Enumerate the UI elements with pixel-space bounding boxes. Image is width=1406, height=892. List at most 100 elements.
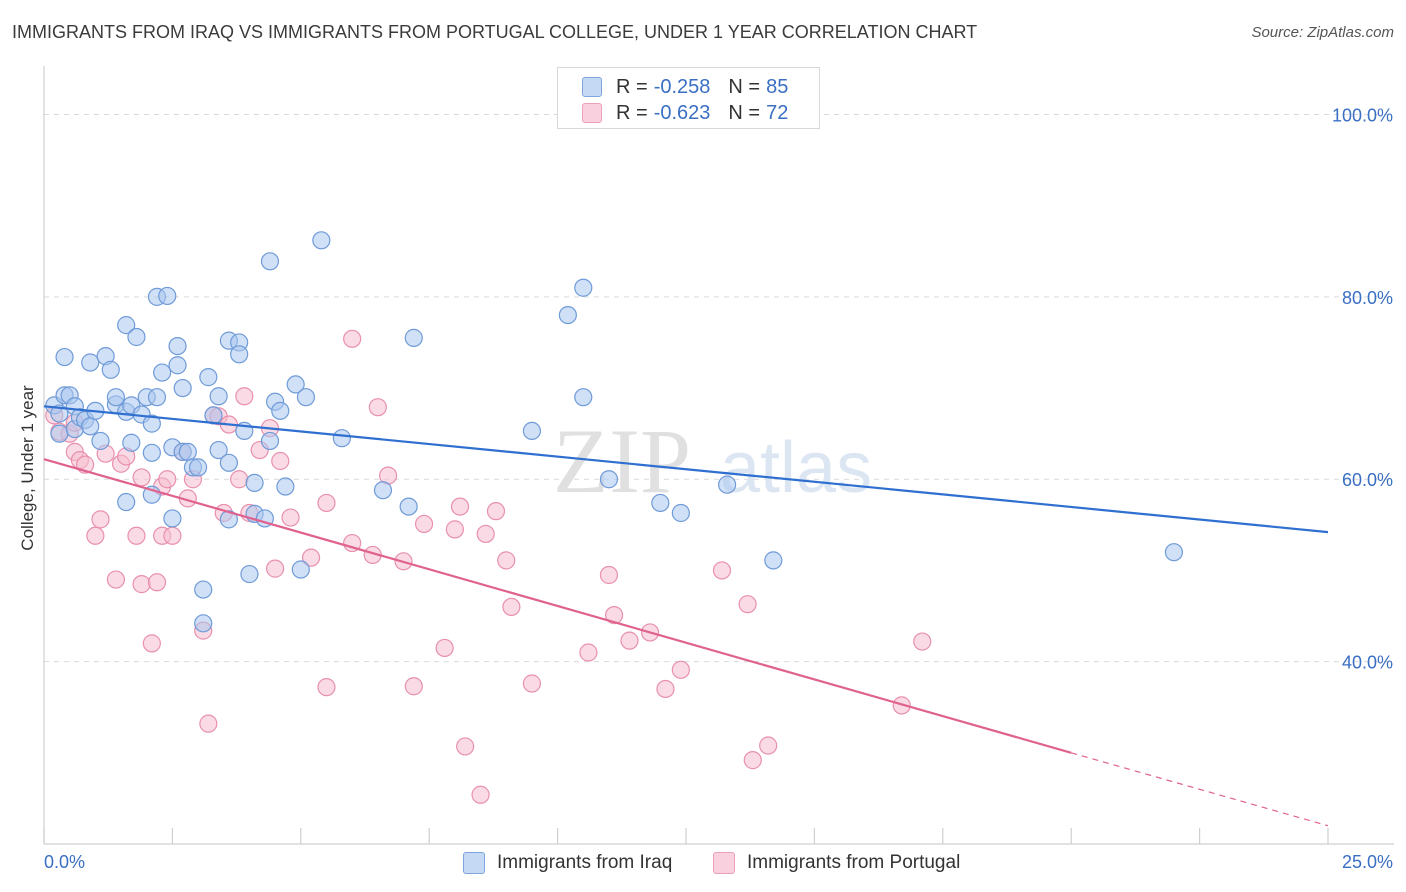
- iraq-point: [399, 497, 418, 516]
- portugal-point: [599, 565, 619, 585]
- n-label: N =: [728, 75, 761, 98]
- iraq-point: [117, 492, 136, 512]
- iraq-point: [209, 387, 228, 406]
- portugal-point: [271, 451, 290, 471]
- portugal-point: [712, 561, 732, 580]
- iraq-point: [219, 453, 238, 472]
- stats-row-portugal: R = -0.623 N = 72: [582, 101, 788, 125]
- r-value: -0.258: [653, 75, 711, 98]
- n-value: 85: [766, 75, 789, 98]
- series-legend: Immigrants from Iraq Immigrants from Por…: [0, 852, 1406, 878]
- iraq-point: [158, 286, 177, 306]
- portugal-point: [132, 468, 151, 487]
- stats-legend: R = -0.258 N = 85 R = -0.623 N = 72: [557, 67, 820, 129]
- iraq-point: [117, 316, 136, 335]
- iraq-point: [142, 443, 161, 462]
- portugal-point: [343, 533, 362, 553]
- iraq-point: [81, 353, 100, 372]
- portugal-point: [91, 510, 110, 529]
- portugal-point: [435, 638, 454, 658]
- iraq-point: [522, 421, 542, 441]
- axes: [43, 66, 1394, 845]
- iraq-point: [404, 328, 423, 347]
- portugal-point: [199, 714, 218, 733]
- portugal-swatch: [582, 103, 602, 123]
- stats-row-iraq: R = -0.258 N = 85: [582, 75, 788, 99]
- iraq-point: [296, 388, 316, 407]
- x-tick-label: 0.0%: [44, 852, 85, 872]
- portugal-point: [281, 508, 300, 527]
- iraq-point: [332, 429, 351, 448]
- iraq-point: [291, 560, 310, 579]
- iraq-point: [188, 458, 208, 477]
- watermark-zip: ZIP: [553, 410, 691, 512]
- iraq-point: [312, 231, 331, 250]
- iraq-point: [574, 388, 593, 407]
- legend-item-portugal: Immigrants from Portugal: [713, 852, 960, 874]
- portugal-point: [404, 677, 423, 696]
- legend-item-iraq: Immigrants from Iraq: [463, 852, 672, 874]
- portugal-point: [127, 526, 146, 545]
- x-tick-label: 25.0%: [1342, 852, 1393, 872]
- portugal-point: [163, 526, 182, 545]
- y-axis-label: College, Under 1 year: [18, 385, 37, 551]
- iraq-point: [219, 510, 238, 529]
- iraq-point: [168, 337, 187, 356]
- iraq-point: [286, 375, 305, 394]
- iraq-point: [81, 417, 100, 436]
- legend-label-portugal: Immigrants from Portugal: [747, 852, 961, 873]
- portugal-point: [738, 595, 757, 614]
- portugal-point: [132, 575, 151, 594]
- iraq-point: [147, 388, 167, 407]
- iraq-point: [122, 433, 141, 452]
- chart-title: IMMIGRANTS FROM IRAQ VS IMMIGRANTS FROM …: [12, 22, 978, 42]
- y-tick-label: 40.0%: [1342, 653, 1393, 673]
- portugal-point: [343, 329, 362, 348]
- iraq-point: [178, 442, 197, 461]
- iraq-point: [91, 431, 110, 451]
- iraq-point: [260, 252, 280, 271]
- portugal-point: [486, 502, 506, 521]
- iraq-point: [106, 388, 126, 407]
- iraq-point: [1164, 543, 1184, 562]
- portugal-point: [301, 548, 321, 567]
- portugal-point: [743, 751, 762, 770]
- portugal-point: [235, 387, 254, 406]
- portugal-point: [106, 570, 126, 589]
- portugal-point: [142, 634, 161, 653]
- portugal-swatch: [713, 852, 735, 874]
- iraq-point: [50, 404, 69, 423]
- iraq-point: [651, 493, 670, 513]
- portugal-trend-line: [43, 458, 1072, 754]
- r-label: R =: [616, 75, 648, 98]
- legend-label-iraq: Immigrants from Iraq: [497, 852, 673, 873]
- portugal-point: [620, 631, 639, 650]
- portugal-point: [913, 632, 932, 651]
- portugal-point: [147, 573, 167, 592]
- iraq-point: [574, 278, 593, 297]
- portugal-point: [158, 470, 177, 489]
- iraq-point: [50, 424, 69, 443]
- portugal-point: [230, 470, 249, 489]
- y-tick-label: 100.0%: [1332, 105, 1393, 125]
- iraq-point: [671, 503, 690, 523]
- portugal-point: [497, 551, 516, 570]
- iraq-swatch: [463, 852, 485, 874]
- iraq-point: [142, 414, 161, 433]
- iraq-point: [230, 345, 249, 364]
- n-value: 72: [766, 101, 789, 124]
- portugal-point: [604, 606, 624, 625]
- portugal-point: [502, 597, 521, 617]
- source-credit: Source: ZipAtlas.com: [1251, 24, 1394, 41]
- iraq-point: [260, 431, 280, 451]
- portugal-point: [450, 497, 470, 516]
- iraq-point: [245, 473, 264, 492]
- portugal-trend-extension: [1071, 752, 1329, 827]
- watermark-atlas: atlas: [720, 428, 872, 508]
- iraq-point: [173, 378, 192, 398]
- portugal-point: [476, 524, 495, 544]
- portugal-point: [471, 785, 490, 804]
- portugal-point: [445, 520, 464, 539]
- iraq-point: [194, 580, 213, 599]
